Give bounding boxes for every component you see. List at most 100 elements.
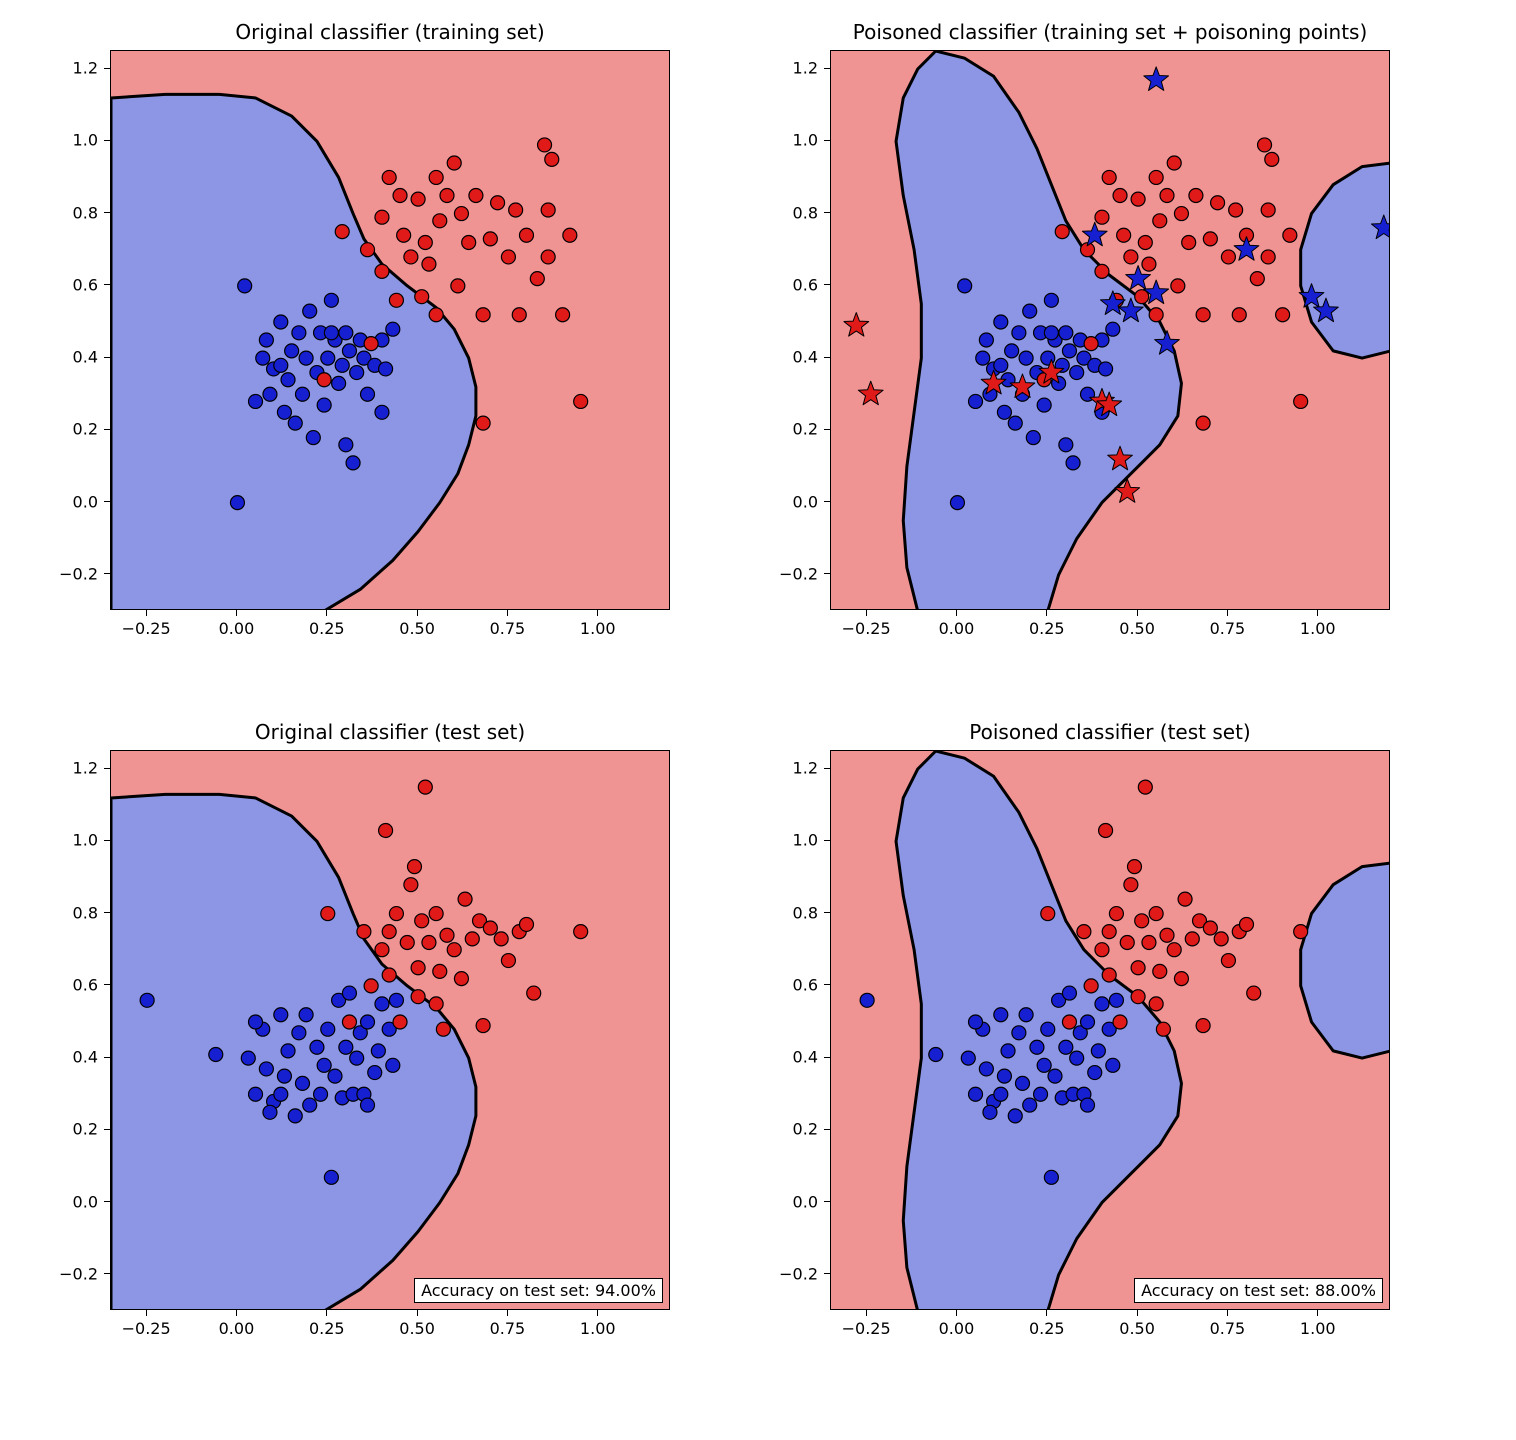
data-point-blue <box>1070 1051 1084 1065</box>
ytick-mark <box>824 1129 830 1130</box>
data-point-red <box>1294 394 1308 408</box>
data-point-red <box>1167 156 1181 170</box>
panel-title: Original classifier (test set) <box>255 720 525 744</box>
xtick-label: 0.25 <box>309 619 345 638</box>
ytick-label: 0.6 <box>793 975 818 994</box>
data-point-blue <box>375 405 389 419</box>
data-point-red <box>501 954 515 968</box>
data-point-red <box>512 308 526 322</box>
xtick-label: 0.00 <box>939 619 975 638</box>
data-point-red <box>1149 170 1163 184</box>
panel-br: Poisoned classifier (test set)Accuracy o… <box>830 750 1390 1310</box>
data-point-blue <box>361 1098 375 1112</box>
xtick-label: 0.75 <box>1210 619 1246 638</box>
data-point-blue <box>1062 344 1076 358</box>
data-point-blue <box>368 1066 382 1080</box>
data-point-blue <box>1088 1066 1102 1080</box>
data-point-red <box>1131 192 1145 206</box>
data-point-red <box>494 932 508 946</box>
xtick-mark <box>956 1310 957 1316</box>
data-point-blue <box>994 1008 1008 1022</box>
data-point-red <box>1239 917 1253 931</box>
data-point-red <box>429 170 443 184</box>
data-point-red <box>1153 214 1167 228</box>
data-point-blue <box>259 1062 273 1076</box>
ytick-label: 1.0 <box>793 131 818 150</box>
data-point-red <box>1203 232 1217 246</box>
data-point-blue <box>994 315 1008 329</box>
data-point-red <box>1250 272 1264 286</box>
data-point-blue <box>1012 326 1026 340</box>
ytick-mark <box>104 357 110 358</box>
ytick-label: 0.2 <box>73 1120 98 1139</box>
xtick-label: 1.00 <box>580 619 616 638</box>
data-point-blue <box>1044 293 1058 307</box>
data-point-red <box>1167 943 1181 957</box>
poison-star-blue <box>1155 331 1180 355</box>
data-point-red <box>1095 264 1109 278</box>
xtick-mark <box>507 610 508 616</box>
xtick-label: 0.50 <box>399 1319 435 1338</box>
xtick-label: 0.25 <box>1029 619 1065 638</box>
data-point-red <box>429 308 443 322</box>
data-point-blue <box>1005 344 1019 358</box>
ytick-label: 1.0 <box>73 131 98 150</box>
data-point-red <box>1135 914 1149 928</box>
data-point-red <box>476 416 490 430</box>
data-point-blue <box>1059 1040 1073 1054</box>
data-point-red <box>1214 932 1228 946</box>
data-point-blue <box>1106 322 1120 336</box>
data-point-blue <box>259 333 273 347</box>
data-point-blue <box>1008 1109 1022 1123</box>
data-point-red <box>375 210 389 224</box>
data-point-blue <box>1015 1076 1029 1090</box>
ytick-mark <box>104 912 110 913</box>
data-point-red <box>1041 907 1055 921</box>
data-point-red <box>476 308 490 322</box>
ytick-label: 0.0 <box>793 492 818 511</box>
data-point-red <box>541 203 555 217</box>
data-point-red <box>1261 203 1275 217</box>
panel-bl: Original classifier (test set)Accuracy o… <box>110 750 670 1310</box>
data-point-blue <box>281 373 295 387</box>
data-point-blue <box>1019 1008 1033 1022</box>
plot-area: Accuracy on test set: 94.00% <box>110 750 670 1310</box>
xtick-label: 0.75 <box>490 1319 526 1338</box>
data-point-red <box>433 214 447 228</box>
data-point-blue <box>1019 351 1033 365</box>
data-point-blue <box>241 1051 255 1065</box>
ytick-mark <box>104 68 110 69</box>
ytick-label: 1.0 <box>73 831 98 850</box>
ytick-label: 0.8 <box>793 203 818 222</box>
ytick-label: 0.4 <box>793 348 818 367</box>
data-point-blue <box>295 1076 309 1090</box>
data-point-red <box>1171 279 1185 293</box>
data-point-red <box>389 293 403 307</box>
data-point-red <box>545 152 559 166</box>
ytick-mark <box>104 284 110 285</box>
data-point-blue <box>314 1087 328 1101</box>
xtick-mark <box>326 1310 327 1316</box>
xtick-mark <box>1046 1310 1047 1316</box>
ytick-mark <box>104 1273 110 1274</box>
data-point-blue <box>1008 416 1022 430</box>
data-point-blue <box>263 1105 277 1119</box>
data-point-blue <box>350 366 364 380</box>
ytick-mark <box>104 573 110 574</box>
ytick-label: 0.6 <box>793 275 818 294</box>
data-point-blue <box>263 387 277 401</box>
data-point-blue <box>324 326 338 340</box>
panel-tr: Poisoned classifier (training set + pois… <box>830 50 1390 610</box>
data-point-blue <box>350 1051 364 1065</box>
xtick-mark <box>326 610 327 616</box>
data-point-red <box>1102 170 1116 184</box>
xtick-mark <box>866 610 867 616</box>
data-point-blue <box>303 1098 317 1112</box>
data-point-red <box>556 308 570 322</box>
ytick-label: 0.2 <box>793 420 818 439</box>
data-point-red <box>1055 225 1069 239</box>
data-point-red <box>1095 210 1109 224</box>
data-point-blue <box>299 351 313 365</box>
data-point-blue <box>994 358 1008 372</box>
xtick-mark <box>417 1310 418 1316</box>
